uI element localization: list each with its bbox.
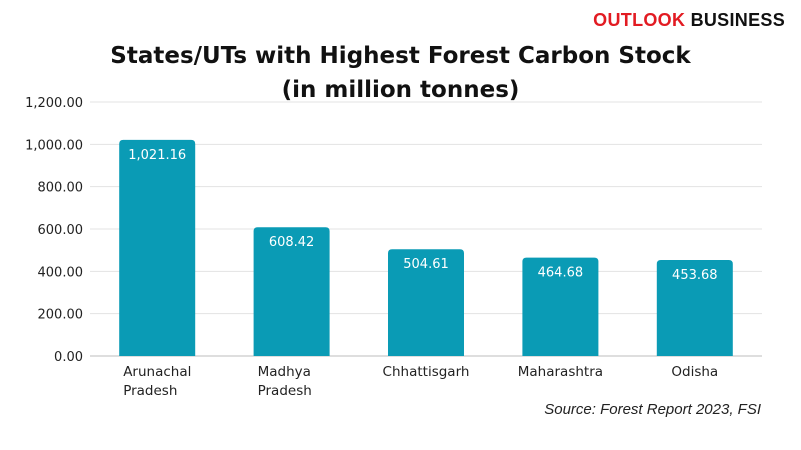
y-tick-label: 600.00 — [38, 223, 84, 238]
x-tick-label: Madhya — [258, 364, 311, 380]
chart-title: States/UTs with Highest Forest Carbon St… — [110, 43, 691, 69]
bar — [522, 257, 599, 356]
x-tick-label: Pradesh — [123, 383, 177, 399]
y-tick-label: 400.00 — [38, 265, 84, 280]
bar — [656, 259, 733, 356]
x-tick-label: Odisha — [671, 364, 718, 380]
bar — [253, 227, 330, 356]
x-tick-label: Chhattisgarh — [383, 364, 470, 380]
bar-value-label: 453.68 — [672, 268, 718, 283]
x-tick-label: Pradesh — [258, 383, 312, 399]
bar-value-label: 608.42 — [269, 235, 315, 250]
bar-value-label: 464.68 — [538, 266, 584, 281]
brand-logo-part1: OUTLOOK — [593, 10, 686, 30]
source-note: Source: Forest Report 2023, FSI — [544, 401, 761, 418]
y-tick-label: 800.00 — [38, 181, 84, 196]
x-tick-label: Arunachal — [123, 364, 191, 380]
brand-logo: OUTLOOK BUSINESS — [593, 10, 785, 31]
brand-logo-part2: BUSINESS — [690, 10, 785, 30]
x-tick-label: Maharashtra — [518, 364, 603, 380]
bar-value-label: 1,021.16 — [128, 148, 186, 163]
bar-value-label: 504.61 — [403, 257, 449, 272]
y-tick-label: 200.00 — [38, 308, 84, 323]
y-tick-label: 0.00 — [54, 350, 83, 365]
y-tick-label: 1,200.00 — [25, 96, 83, 111]
y-tick-label: 1,000.00 — [25, 138, 83, 153]
bar — [119, 139, 196, 356]
chart-subtitle: (in million tonnes) — [281, 77, 520, 103]
bar — [388, 249, 464, 356]
